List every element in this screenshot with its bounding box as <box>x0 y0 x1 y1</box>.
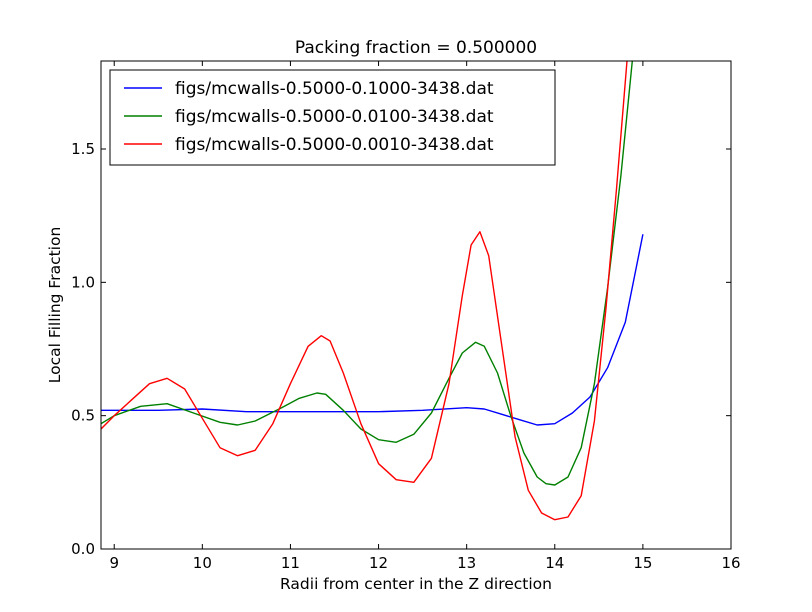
x-tick-label: 16 <box>721 554 740 572</box>
y-tick-label: 1.0 <box>71 273 95 291</box>
series-line-2 <box>101 61 634 486</box>
x-tick-label: 12 <box>369 554 388 572</box>
legend-label-1: figs/mcwalls-0.5000-0.1000-3438.dat <box>175 79 494 99</box>
legend-label-2: figs/mcwalls-0.5000-0.0100-3438.dat <box>175 107 494 127</box>
y-tick-label: 1.5 <box>71 140 95 158</box>
y-tick-label: 0.0 <box>71 540 95 558</box>
x-tick-label: 11 <box>281 554 300 572</box>
x-tick-label: 10 <box>193 554 212 572</box>
x-tick-label: 13 <box>457 554 476 572</box>
legend: figs/mcwalls-0.5000-0.1000-3438.dat figs/… <box>109 69 556 166</box>
legend-box <box>109 69 556 166</box>
legend-label-3: figs/mcwalls-0.5000-0.0010-3438.dat <box>175 135 494 155</box>
x-tick-label: 14 <box>545 554 564 572</box>
y-axis-label: Local Filling Fraction <box>46 227 64 384</box>
x-axis-ticks: 9 10 11 12 13 14 15 16 <box>109 61 741 572</box>
plot-frame <box>100 60 732 550</box>
y-axis-ticks: 0.0 0.5 1.0 1.5 <box>71 140 731 558</box>
series-line-1 <box>101 234 644 426</box>
y-tick-label: 0.5 <box>71 407 95 425</box>
chart-title: Packing fraction = 0.500000 <box>295 38 537 58</box>
x-tick-label: 15 <box>633 554 652 572</box>
series-line-3 <box>101 61 628 521</box>
legend-entries: figs/mcwalls-0.5000-0.1000-3438.dat figs/… <box>124 79 494 155</box>
x-axis-label: Radii from center in the Z direction <box>280 575 552 593</box>
series-group <box>101 61 644 521</box>
x-tick-label: 9 <box>109 554 119 572</box>
